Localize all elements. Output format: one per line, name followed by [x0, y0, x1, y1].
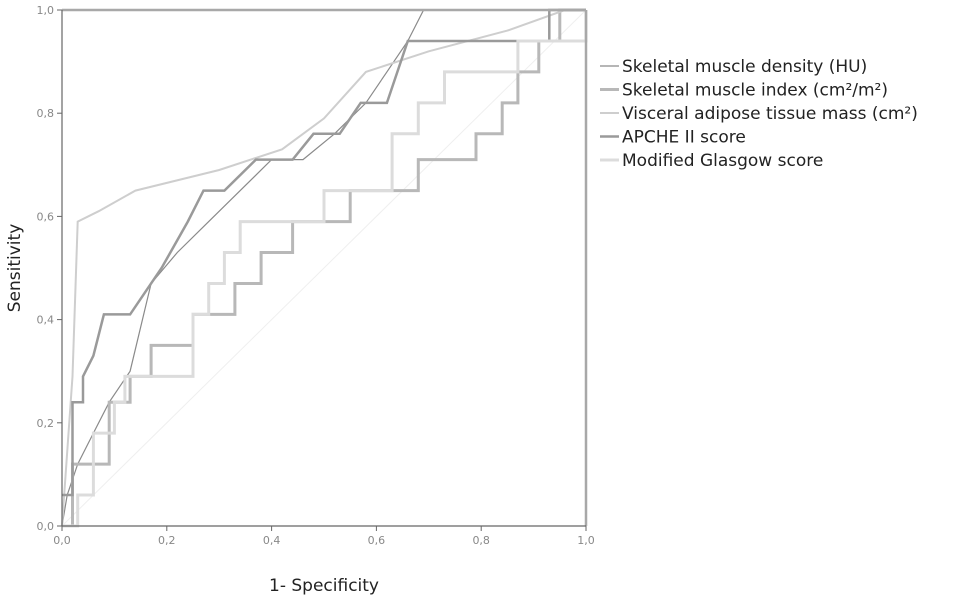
- x-tick-label: 0,6: [368, 534, 386, 547]
- series-line-1: [61, 9, 586, 527]
- y-axis-title: Sensitivity: [5, 224, 25, 313]
- legend-label-3: Visceral adipose tissue mass (cm²): [622, 104, 918, 124]
- series-line-2: [62, 8, 586, 528]
- x-tick-label: 0,4: [263, 534, 281, 547]
- y-tick-label: 0,0: [37, 520, 55, 533]
- plot-frame-layer: [61, 8, 588, 527]
- reference-diagonal: [61, 9, 587, 527]
- tick-layer: 0,00,0 0,2 0,2 0,4 0,4 0,6 0,6 0,8 0,8 1,0 1,0: [37, 4, 595, 547]
- y-tick-label: 0,4: [37, 314, 55, 327]
- y-tick-label: 0,2: [37, 417, 55, 430]
- legend: Skeletal muscle density (HU) Skeletal mus…: [600, 57, 918, 171]
- y-tick-label: 0,8: [37, 107, 55, 120]
- x-tick-label: 0,2: [158, 534, 176, 547]
- y-tick-label: 0,6: [37, 210, 55, 223]
- series-line-4: [62, 8, 586, 497]
- x-tick-label: 0,8: [472, 534, 490, 547]
- series-line-3: [61, 9, 586, 527]
- x-tick-label: 0,0: [53, 534, 71, 547]
- x-tick-label: 1,0: [577, 534, 595, 547]
- legend-label-1: Skeletal muscle density (HU): [622, 57, 867, 77]
- legend-label-5: Modified Glasgow score: [622, 151, 823, 171]
- y-tick-label: 1,0: [37, 4, 55, 17]
- series-line-5: [62, 10, 588, 528]
- x-axis-title: 1- Specificity: [269, 576, 379, 596]
- legend-label-2: Skeletal muscle index (cm²/m²): [622, 81, 888, 101]
- legend-label-4: APCHE II score: [622, 128, 746, 148]
- series-layer: [61, 8, 588, 528]
- reference-diagonal-layer: [61, 9, 587, 527]
